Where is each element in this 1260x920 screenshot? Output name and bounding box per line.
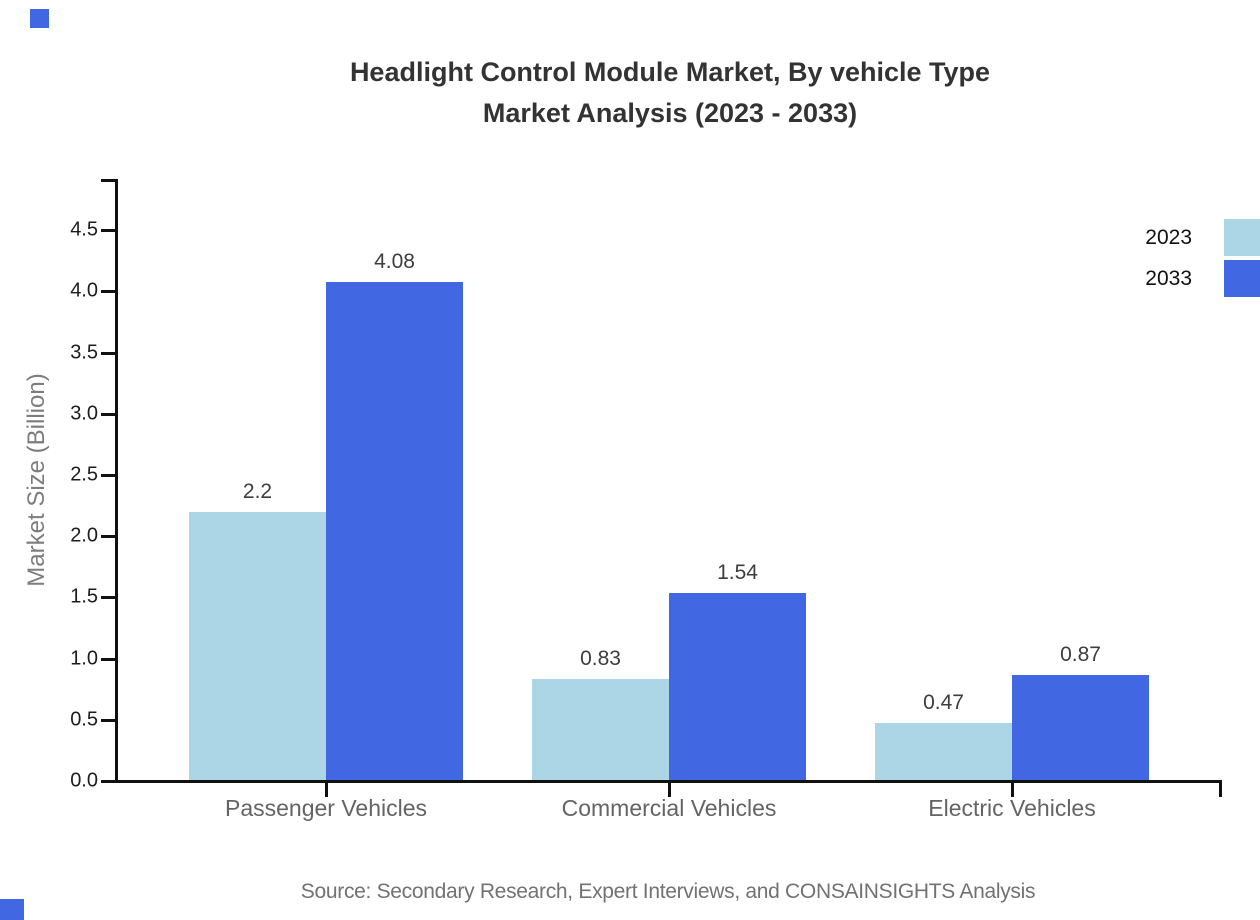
y-tick-label: 4.5 [70,218,98,241]
bar-value-label: 2.2 [242,479,273,503]
bar-2023-1 [532,679,669,781]
y-tick [101,596,115,600]
y-tick-label: 0.0 [70,769,98,792]
legend-item-2033: 2033 [1145,260,1260,297]
legend-label-2033: 2033 [1145,266,1192,290]
legend: 2023 2033 [1145,219,1260,301]
chart-title: Headlight Control Module Market, By vehi… [80,52,1260,134]
bar-2033-1 [669,592,806,781]
bar-2033-0 [326,281,463,781]
y-tick [101,474,115,477]
bar-2033-2 [1012,674,1149,781]
y-tick-label: 1.5 [70,585,98,608]
y-tick-label: 2.0 [70,524,98,547]
y-tick [101,290,115,294]
x-tick [325,783,328,797]
x-tick [668,783,671,797]
y-tick [101,229,115,233]
source-attribution: Source: Secondary Research, Expert Inter… [300,880,1036,903]
y-tick-label: 3.5 [70,341,98,364]
y-axis-end-tick [101,179,115,182]
legend-label-2023: 2023 [1145,225,1192,249]
y-tick [101,412,115,416]
x-tick [1011,783,1014,797]
y-tick-label: 3.0 [70,402,98,425]
y-axis-line [115,179,118,783]
y-tick [101,657,115,661]
bar-value-label: 1.54 [717,560,758,584]
chart-title-line-2: Market Analysis (2023 - 2033) [482,98,858,128]
bar-2023-0 [189,511,326,781]
x-axis-line [115,780,1222,783]
legend-item-2023: 2023 [1145,219,1260,256]
x-axis-end-tick [1219,783,1222,797]
bar-value-label: 0.83 [580,647,621,671]
bar-value-label: 0.87 [1060,642,1101,666]
bar-2023-2 [875,723,1012,781]
y-tick-label: 0.5 [70,708,98,731]
y-tick [101,351,115,355]
bar-value-label: 0.47 [923,691,964,715]
brand-square-top-left [30,9,49,28]
legend-swatch-2033 [1224,260,1260,297]
y-tick-label: 1.0 [70,647,98,670]
legend-swatch-2023 [1224,219,1260,256]
y-tick-label: 2.5 [70,463,98,486]
x-category-label: Electric Vehicles [928,795,1096,821]
y-tick-label: 4.0 [70,279,98,302]
brand-square-bottom-left [0,899,24,920]
chart-title-line-1: Headlight Control Module Market, By vehi… [349,57,991,87]
y-tick [101,535,115,539]
bar-value-label: 4.08 [374,249,415,273]
x-category-label: Passenger Vehicles [224,795,428,821]
y-tick [101,718,115,722]
y-tick [101,780,115,783]
x-category-label: Commercial Vehicles [561,795,777,821]
